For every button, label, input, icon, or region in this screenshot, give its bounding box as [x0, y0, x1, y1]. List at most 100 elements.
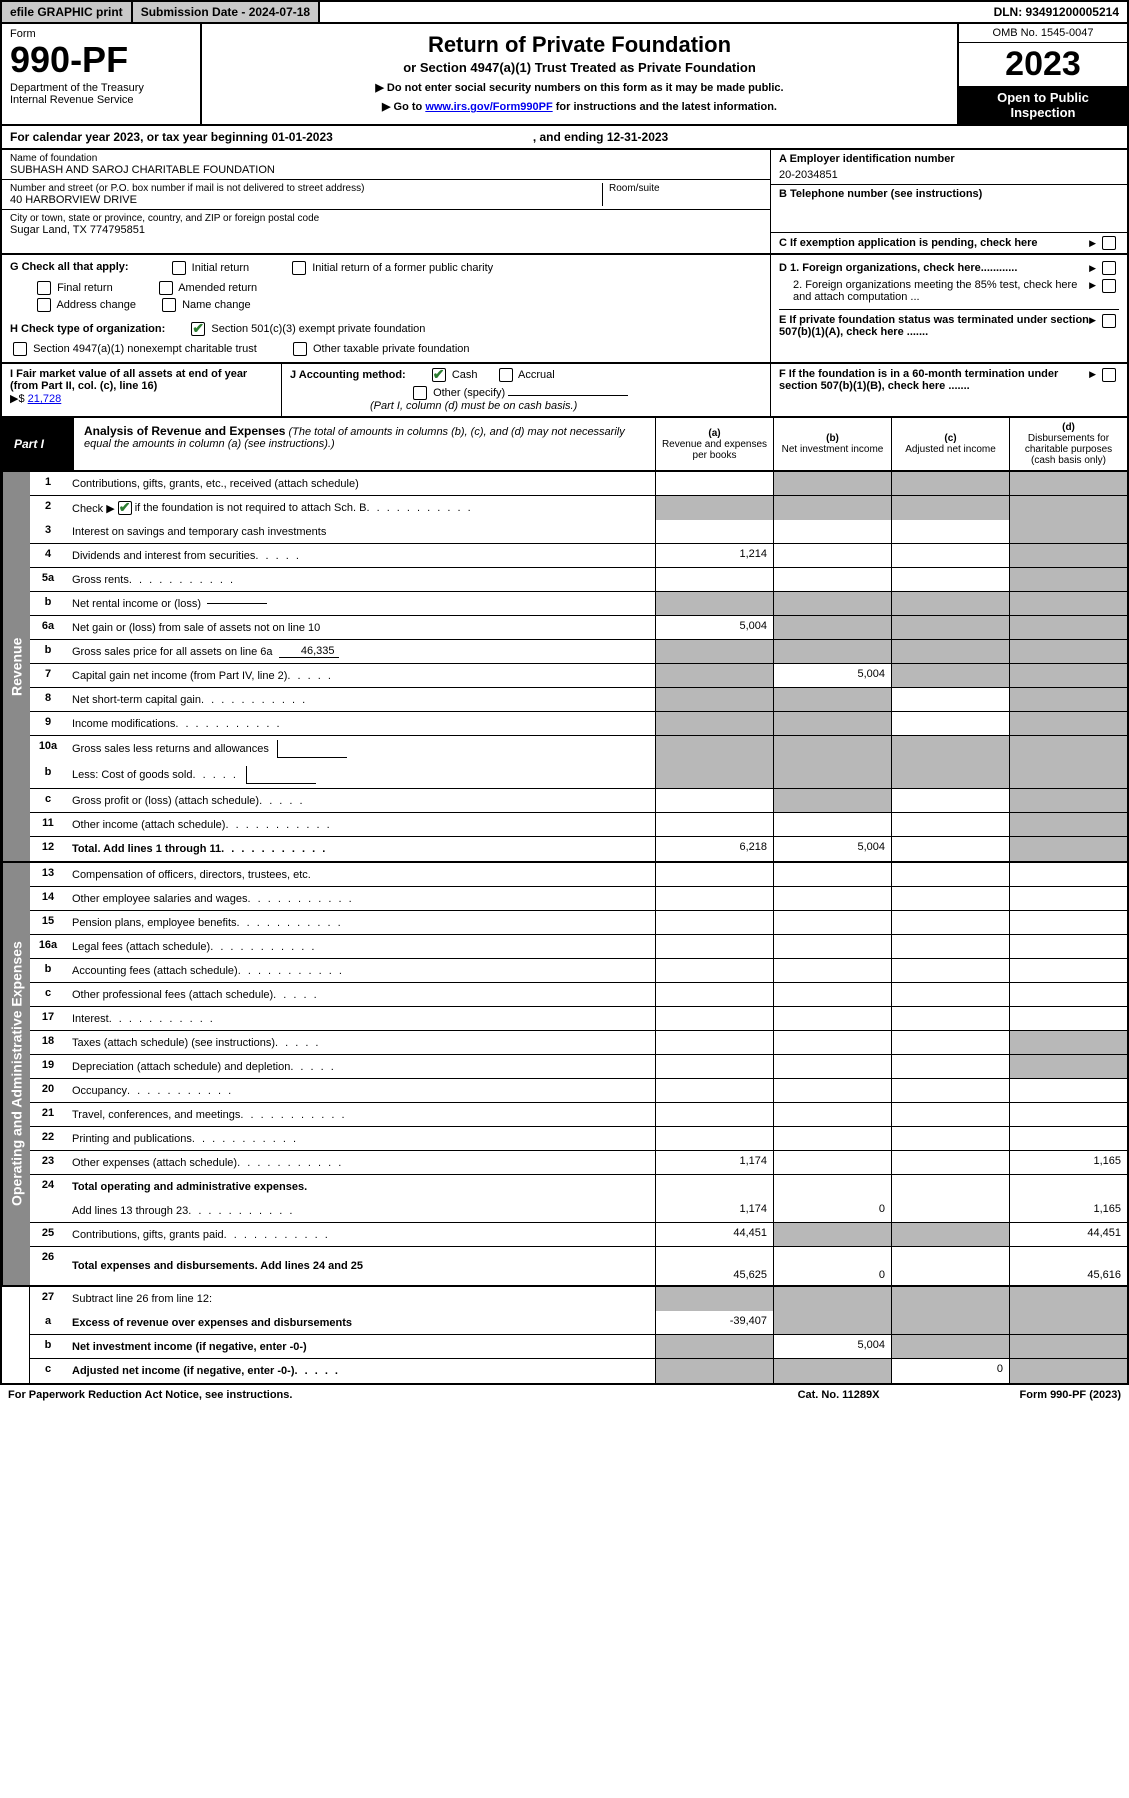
final-return-checkbox[interactable] — [37, 281, 51, 295]
form-subtitle: or Section 4947(a)(1) Trust Treated as P… — [222, 60, 937, 75]
other-taxable-checkbox[interactable] — [293, 342, 307, 356]
part1-label: Part I — [2, 418, 74, 470]
h-label: H Check type of organization: — [10, 323, 165, 335]
header-right: OMB No. 1545-0047 2023 Open to Public In… — [957, 24, 1127, 124]
page-footer: For Paperwork Reduction Act Notice, see … — [0, 1385, 1129, 1405]
sch-b-checkbox[interactable] — [118, 501, 132, 515]
ein-label: A Employer identification number — [779, 153, 1119, 165]
cat-number: Cat. No. 11289X — [798, 1389, 880, 1401]
cal-year-end: , and ending 12-31-2023 — [533, 130, 668, 144]
pending-checkbox[interactable] — [1102, 236, 1116, 250]
ein-value: 20-2034851 — [779, 169, 1119, 181]
form-number: 990-PF — [10, 42, 192, 78]
line-17: Interest — [66, 1007, 655, 1030]
instructions-link[interactable]: www.irs.gov/Form990PF — [425, 101, 552, 113]
line-2: Check ▶ if the foundation is not require… — [66, 496, 655, 520]
phone-label: B Telephone number (see instructions) — [779, 188, 1119, 200]
line-27b: Net investment income (if negative, ente… — [66, 1335, 655, 1358]
d2-label: 2. Foreign organizations meeting the 85%… — [779, 279, 1089, 303]
i-label: I Fair market value of all assets at end… — [10, 368, 247, 392]
line-23: Other expenses (attach schedule) — [66, 1151, 655, 1174]
line-10c: Gross profit or (loss) (attach schedule) — [66, 789, 655, 812]
line-24-cont: Add lines 13 through 23 — [66, 1199, 655, 1222]
arrow-icon — [1089, 262, 1099, 274]
header-left: Form 990-PF Department of the Treasury I… — [2, 24, 202, 124]
line-24: Total operating and administrative expen… — [66, 1175, 655, 1199]
other-method-checkbox[interactable] — [413, 386, 427, 400]
instructions-link-line: ▶ Go to www.irs.gov/Form990PF for instru… — [222, 100, 937, 113]
section-c-label: C If exemption application is pending, c… — [779, 237, 1089, 249]
501c3-checkbox[interactable] — [191, 322, 205, 336]
line-19: Depreciation (attach schedule) and deple… — [66, 1055, 655, 1078]
part1-desc: Analysis of Revenue and Expenses (The to… — [74, 418, 655, 470]
line-3: Interest on savings and temporary cash i… — [66, 520, 655, 543]
paperwork-notice: For Paperwork Reduction Act Notice, see … — [8, 1389, 292, 1401]
g-label: G Check all that apply: — [10, 261, 129, 275]
line-10a: Gross sales less returns and allowances — [66, 736, 655, 762]
line-16c: Other professional fees (attach schedule… — [66, 983, 655, 1006]
name-change-checkbox[interactable] — [162, 298, 176, 312]
line-25: Contributions, gifts, grants paid — [66, 1223, 655, 1246]
f-checkbox[interactable] — [1102, 368, 1116, 382]
j-note: (Part I, column (d) must be on cash basi… — [370, 400, 762, 412]
city-label: City or town, state or province, country… — [10, 213, 762, 224]
e-checkbox[interactable] — [1102, 314, 1116, 328]
line-14: Other employee salaries and wages — [66, 887, 655, 910]
line-22: Printing and publications — [66, 1127, 655, 1150]
former-public-checkbox[interactable] — [292, 261, 306, 275]
arrow-icon — [1089, 279, 1099, 291]
revenue-section: Revenue 1Contributions, gifts, grants, e… — [0, 472, 1129, 863]
accrual-checkbox[interactable] — [499, 368, 513, 382]
room-label: Room/suite — [609, 183, 762, 194]
line-9: Income modifications — [66, 712, 655, 735]
cash-label: Cash — [452, 369, 478, 381]
line-11: Other income (attach schedule) — [66, 813, 655, 836]
address-change-checkbox[interactable] — [37, 298, 51, 312]
line-7: Capital gain net income (from Part IV, l… — [66, 664, 655, 687]
amended-return-label: Amended return — [178, 282, 257, 294]
line-20: Occupancy — [66, 1079, 655, 1102]
accrual-label: Accrual — [518, 369, 555, 381]
arrow-icon — [1089, 368, 1099, 380]
line-27a: Excess of revenue over expenses and disb… — [66, 1311, 655, 1334]
expenses-section: Operating and Administrative Expenses 13… — [0, 863, 1129, 1287]
final-return-label: Final return — [57, 282, 113, 294]
501c3-label: Section 501(c)(3) exempt private foundat… — [211, 323, 425, 335]
omb-number: OMB No. 1545-0047 — [959, 24, 1127, 43]
4947-checkbox[interactable] — [13, 342, 27, 356]
line-21: Travel, conferences, and meetings — [66, 1103, 655, 1126]
line-12: Total. Add lines 1 through 11 — [66, 837, 655, 861]
col-d-header: (d)Disbursements for charitable purposes… — [1009, 418, 1127, 470]
name-change-label: Name change — [182, 299, 251, 311]
top-bar: efile GRAPHIC print Submission Date - 20… — [0, 0, 1129, 24]
submission-date: Submission Date - 2024-07-18 — [133, 2, 320, 22]
line-15: Pension plans, employee benefits — [66, 911, 655, 934]
line-13: Compensation of officers, directors, tru… — [66, 863, 655, 886]
line-8: Net short-term capital gain — [66, 688, 655, 711]
efile-print-button[interactable]: efile GRAPHIC print — [2, 2, 133, 22]
col-c-header: (c)Adjusted net income — [891, 418, 1009, 470]
cash-checkbox[interactable] — [432, 368, 446, 382]
other-method-label: Other (specify) — [433, 387, 505, 399]
85pct-checkbox[interactable] — [1102, 279, 1116, 293]
expenses-vertical-label: Operating and Administrative Expenses — [2, 863, 30, 1285]
amended-return-checkbox[interactable] — [159, 281, 173, 295]
dln: DLN: 93491200005214 — [986, 2, 1127, 22]
form-title: Return of Private Foundation — [222, 32, 937, 58]
ssn-warning: ▶ Do not enter social security numbers o… — [222, 81, 937, 94]
dept-treasury: Department of the Treasury Internal Reve… — [10, 82, 192, 106]
initial-return-checkbox[interactable] — [172, 261, 186, 275]
4947-label: Section 4947(a)(1) nonexempt charitable … — [33, 343, 257, 355]
line-18: Taxes (attach schedule) (see instruction… — [66, 1031, 655, 1054]
address-change-label: Address change — [56, 299, 136, 311]
line-5b: Net rental income or (loss) — [66, 592, 655, 615]
foreign-org-checkbox[interactable] — [1102, 261, 1116, 275]
foundation-name-label: Name of foundation — [10, 153, 762, 164]
e-label: E If private foundation status was termi… — [779, 314, 1089, 338]
line-27c: Adjusted net income (if negative, enter … — [66, 1359, 655, 1383]
line-27-section: 27Subtract line 26 from line 12: aExcess… — [0, 1287, 1129, 1385]
col-a-header: (a)Revenue and expenses per books — [655, 418, 773, 470]
line-4: Dividends and interest from securities — [66, 544, 655, 567]
line-27: Subtract line 26 from line 12: — [66, 1287, 655, 1311]
d1-label: D 1. Foreign organizations, check here..… — [779, 262, 1089, 274]
